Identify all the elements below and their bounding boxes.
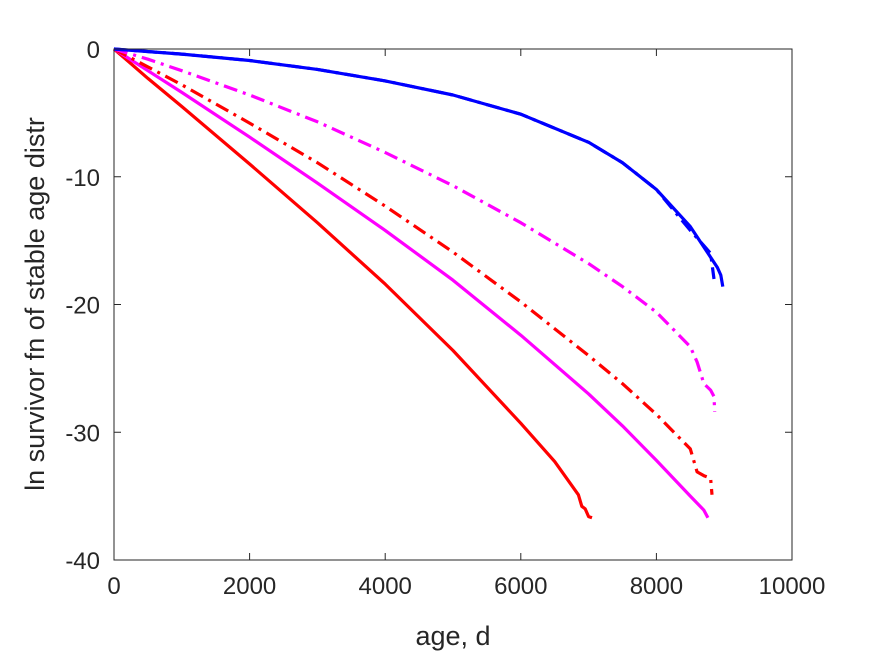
series-line-3 [113, 47, 714, 495]
x-axis-label: age, d [415, 621, 490, 651]
x-tick-label: 0 [107, 573, 120, 600]
x-tick-label: 2000 [223, 573, 276, 600]
series-line-6 [113, 47, 716, 280]
ticks-layer: 0 2000 4000 6000 8000 10000 0 -10 -20 -30 -40 [65, 37, 825, 600]
series-line-4 [113, 47, 717, 412]
y-axis-label: ln survivor fn of stable age distr [20, 117, 50, 491]
plot-background [114, 49, 792, 560]
series-line-2 [113, 47, 710, 519]
x-tick-label: 8000 [630, 573, 683, 600]
plot-frame [113, 48, 793, 561]
x-tick-label: 4000 [359, 573, 412, 600]
y-tick-label: -40 [65, 548, 100, 575]
series-line-1 [112, 47, 593, 520]
series-layer [112, 47, 725, 520]
x-tick-label: 6000 [494, 573, 547, 600]
y-tick-label: -20 [65, 293, 100, 320]
x-tick-label: 10000 [759, 573, 826, 600]
y-tick-label: -10 [65, 165, 100, 192]
y-tick-label: -30 [65, 420, 100, 447]
y-tick-label: 0 [87, 37, 100, 64]
